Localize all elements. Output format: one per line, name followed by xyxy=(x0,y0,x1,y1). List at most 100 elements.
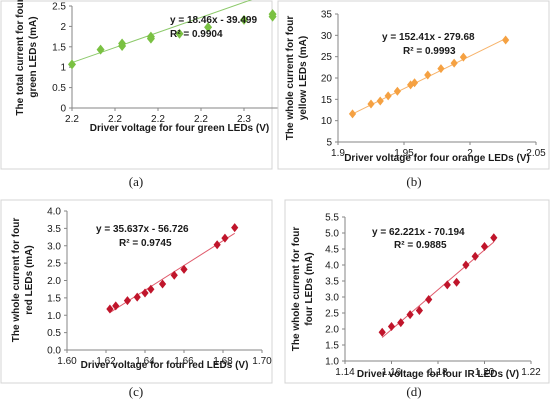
y-tick-label: 3.0 xyxy=(47,241,61,252)
y-tick-label: 30 xyxy=(321,31,333,42)
y-axis-title: yellow LEDs (mA) xyxy=(298,36,309,120)
r-squared: R² = 0.9993 xyxy=(403,46,456,57)
data-point xyxy=(141,288,149,298)
y-tick-label: 1.0 xyxy=(47,311,61,322)
data-point xyxy=(112,301,120,311)
x-axis-title: Driver voltage for four orange LEDs (V) xyxy=(344,153,530,164)
data-point xyxy=(158,279,167,289)
x-tick-label: 2.2 xyxy=(65,114,79,125)
x-tick-label: 1.14 xyxy=(335,367,355,378)
data-point xyxy=(453,277,461,287)
y-tick-label: 2.0 xyxy=(47,276,61,287)
y-tick-label: 0.0 xyxy=(47,346,61,357)
y-tick-label: 2.0 xyxy=(325,325,339,336)
chart-frame xyxy=(0,199,273,384)
data-point xyxy=(437,64,445,74)
data-point xyxy=(406,310,414,320)
y-tick-label: 5.5 xyxy=(325,213,339,224)
x-axis-title: Driver voltage for four red LEDs (V) xyxy=(81,360,249,371)
data-point xyxy=(146,31,155,42)
data-point xyxy=(378,327,386,337)
data-point xyxy=(96,44,105,55)
y-tick-label: 1.5 xyxy=(325,341,339,352)
panel-label: (a) xyxy=(129,174,143,189)
data-point xyxy=(415,305,423,315)
data-point xyxy=(490,233,498,243)
data-point xyxy=(213,240,221,250)
x-tick-label: 1.64 xyxy=(135,356,155,367)
chart-panel-1: 2.22.22.22.22.32.300.511.522.5y = 18.46x… xyxy=(0,0,294,170)
chart-frame xyxy=(284,199,550,384)
data-point xyxy=(397,318,405,328)
data-point xyxy=(204,22,213,33)
y-axis-title: green LEDs (mA) xyxy=(28,16,39,97)
chart-frame xyxy=(0,0,273,170)
chart-panel-2: 1.9 1.95 2 2.05 5 10 15 20 25 30 35 y = 152.41x - 2… xyxy=(277,0,550,170)
data-point xyxy=(221,233,229,243)
y-tick-label: 5.0 xyxy=(325,229,339,240)
x-tick-label: 2.2 xyxy=(194,114,208,125)
y-tick-label: 2.5 xyxy=(325,309,339,320)
data-point xyxy=(106,304,114,314)
x-tick-label: 2 xyxy=(467,148,473,159)
data-point xyxy=(425,295,433,305)
data-point xyxy=(443,280,451,290)
data-point xyxy=(147,284,155,294)
data-point xyxy=(123,296,132,306)
y-tick-label: 2.5 xyxy=(52,2,66,13)
data-point xyxy=(410,78,419,88)
y-tick-label: 1.5 xyxy=(52,42,66,53)
data-point xyxy=(450,58,458,68)
y-tick-label: 3.5 xyxy=(325,277,339,288)
y-tick-label: 5 xyxy=(326,138,332,149)
y-tick-label: 20 xyxy=(321,74,333,85)
y-tick-label: 0 xyxy=(60,104,66,115)
data-point xyxy=(393,86,401,96)
y-axis-title: The whole current for four xyxy=(291,227,302,352)
trend-equation: y = 18.46x - 39.499 xyxy=(170,15,257,26)
trend-line xyxy=(71,0,253,64)
data-point xyxy=(502,35,510,45)
data-point xyxy=(240,14,248,25)
y-tick-label: 3.0 xyxy=(325,293,339,304)
data-point xyxy=(459,52,467,62)
x-axis-title: Driver voltage for four IR LEDs (V) xyxy=(357,369,519,380)
x-tick-label: 1.20 xyxy=(475,367,495,378)
data-point xyxy=(180,264,188,274)
x-tick-label: 2.2 xyxy=(108,114,122,125)
data-point xyxy=(480,241,489,251)
r-squared: R² = 0.9745 xyxy=(119,238,172,249)
y-axis-title: The whole current for four xyxy=(11,218,22,343)
y-axis-title: four LEDs (mA) xyxy=(304,252,315,325)
x-tick-label: 1.9 xyxy=(331,148,345,159)
y-tick-label: 25 xyxy=(321,52,333,63)
y-axis-title: The total current for four xyxy=(15,0,26,116)
x-tick-label: 2.05 xyxy=(526,148,546,159)
x-tick-label: 1.66 xyxy=(174,356,194,367)
x-tick-label: 2.3 xyxy=(237,114,251,125)
panel-label: (d) xyxy=(406,384,421,399)
panel-label: (b) xyxy=(406,174,421,189)
y-tick-label: 1 xyxy=(60,63,66,74)
y-tick-label: 15 xyxy=(321,95,333,106)
trend-line xyxy=(109,232,235,313)
x-tick-label: 1.70 xyxy=(252,356,272,367)
y-tick-label: 4.5 xyxy=(325,245,339,256)
r-squared: R² = 0.9885 xyxy=(394,240,447,251)
data-point xyxy=(133,292,141,302)
y-tick-label: 1.0 xyxy=(325,357,339,368)
data-point xyxy=(268,9,277,20)
y-tick-label: 2.5 xyxy=(47,259,61,270)
x-tick-label: 1.22 xyxy=(521,367,541,378)
y-tick-label: 1.5 xyxy=(47,293,61,304)
chart-panel-3: 1.60 1.62 1.64 1.66 1.68 1.70 0.0 0.5 1.0 1.5 2.0 2… xyxy=(0,199,273,384)
data-point xyxy=(387,321,396,331)
y-tick-label: 4.0 xyxy=(325,261,339,272)
data-point xyxy=(407,80,415,90)
trend-equation: y = 152.41x - 279.68 xyxy=(382,32,475,43)
trend-equation: y = 62.221x - 70.194 xyxy=(372,227,465,238)
y-tick-label: 0.5 xyxy=(52,83,66,94)
x-tick-label: 1.60 xyxy=(57,356,77,367)
chart-panel-4: 1.14 1.16 1.18 1.20 1.22 1.0 1.5 2.0 2.5 3.0 3.5 4.… xyxy=(284,199,550,384)
